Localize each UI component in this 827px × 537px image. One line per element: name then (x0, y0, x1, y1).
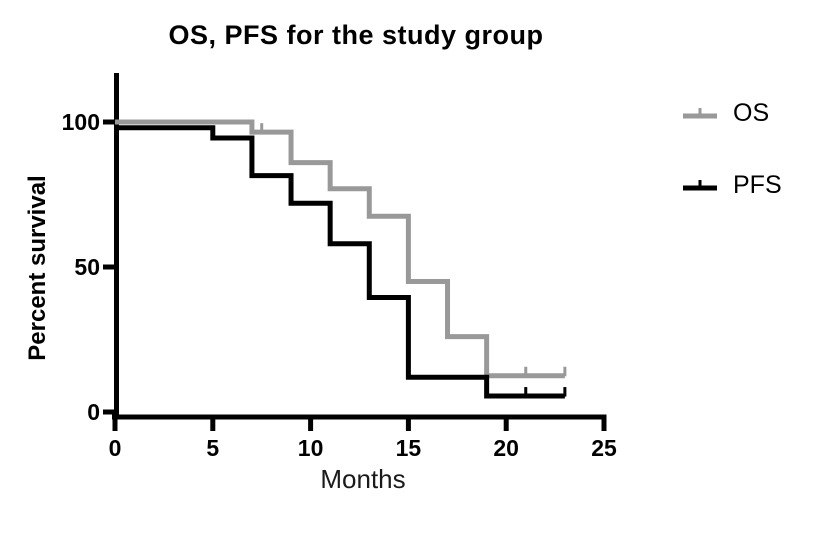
pfs-curve (115, 125, 565, 399)
x-tick-label-5: 25 (591, 435, 617, 461)
legend-label-os: OS (733, 98, 770, 127)
os-curve (115, 119, 565, 379)
x-tick-label-3: 15 (396, 435, 422, 461)
x-tick-label-0: 0 (109, 435, 122, 461)
y-tick-label-2: 100 (62, 109, 100, 135)
legend-item-pfs: PFS (683, 170, 782, 200)
y-tick-label-0: 0 (87, 399, 100, 425)
os-line-swatch (683, 108, 717, 119)
y-tick-label-1: 50 (74, 254, 100, 280)
x-tick-label-1: 5 (206, 435, 219, 461)
x-axis-label: Months (320, 464, 406, 494)
x-tick-label-2: 10 (298, 435, 324, 461)
chart-title: OS, PFS for the study group (168, 20, 544, 50)
legend-label-pfs: PFS (733, 170, 782, 199)
pfs-line-swatch (683, 180, 717, 191)
x-tick-label-4: 20 (493, 435, 519, 461)
legend-item-os: OS (683, 98, 769, 128)
